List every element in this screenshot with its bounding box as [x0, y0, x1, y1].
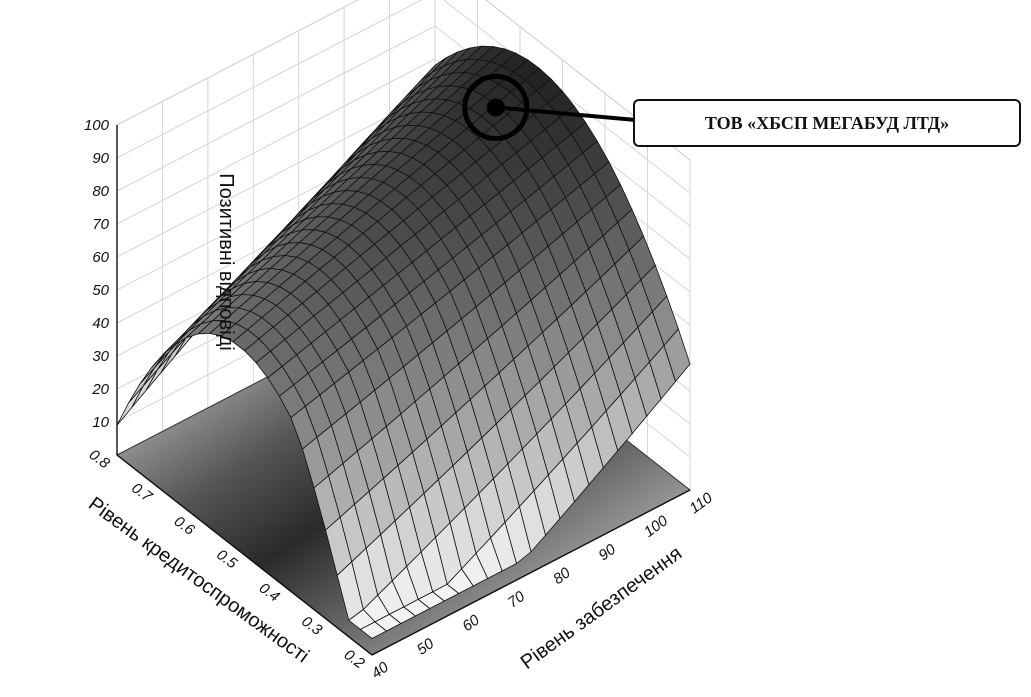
z-tick-label: 60 [92, 249, 109, 266]
y-axis-line [116, 454, 373, 656]
callout-leader-line [495, 105, 637, 122]
z-tick-label: 10 [92, 414, 109, 431]
z-tick-label: 20 [91, 381, 109, 398]
x-tick-label: 110 [686, 489, 716, 517]
x-tick-label: 70 [505, 588, 529, 612]
z-tick-label: 70 [92, 216, 109, 233]
z-tick-label: 40 [92, 315, 109, 332]
x-tick-label: 80 [550, 564, 574, 588]
callout-label-box: ТОВ «ХБСП МЕГАБУД ЛТД» [633, 99, 1021, 147]
x-tick-label: 60 [459, 611, 483, 635]
callout-label: ТОВ «ХБСП МЕГАБУД ЛТД» [704, 112, 950, 133]
x-tick-label: 100 [641, 512, 672, 541]
z-tick-label: 50 [92, 282, 109, 299]
z-axis-title: Позитивні відповіді [215, 173, 237, 351]
y-tick-label: 0.8 [86, 446, 113, 472]
highlight-marker [462, 73, 637, 141]
x-tick-label: 40 [368, 658, 392, 682]
y-tick-label: 0.2 [341, 646, 368, 672]
y-tick-label: 0.3 [298, 613, 325, 639]
plot-axes [116, 125, 691, 656]
x-axis-line [371, 489, 691, 656]
x-tick-label: 90 [596, 540, 620, 564]
z-tick-label: 90 [92, 150, 109, 167]
x-tick-label: 50 [414, 635, 438, 659]
y-tick-label: 0.4 [256, 580, 283, 606]
highlight-dot [486, 98, 505, 117]
y-tick-label: 0.6 [171, 513, 198, 539]
y-tick-label: 0.5 [213, 546, 240, 572]
surface-mesh [116, 45, 691, 639]
z-tick-label: 100 [84, 117, 110, 134]
y-tick-label: 0.7 [128, 480, 155, 506]
z-tick-label: 30 [92, 348, 109, 365]
highlight-ring [462, 73, 530, 141]
z-tick-label: 80 [92, 183, 109, 200]
